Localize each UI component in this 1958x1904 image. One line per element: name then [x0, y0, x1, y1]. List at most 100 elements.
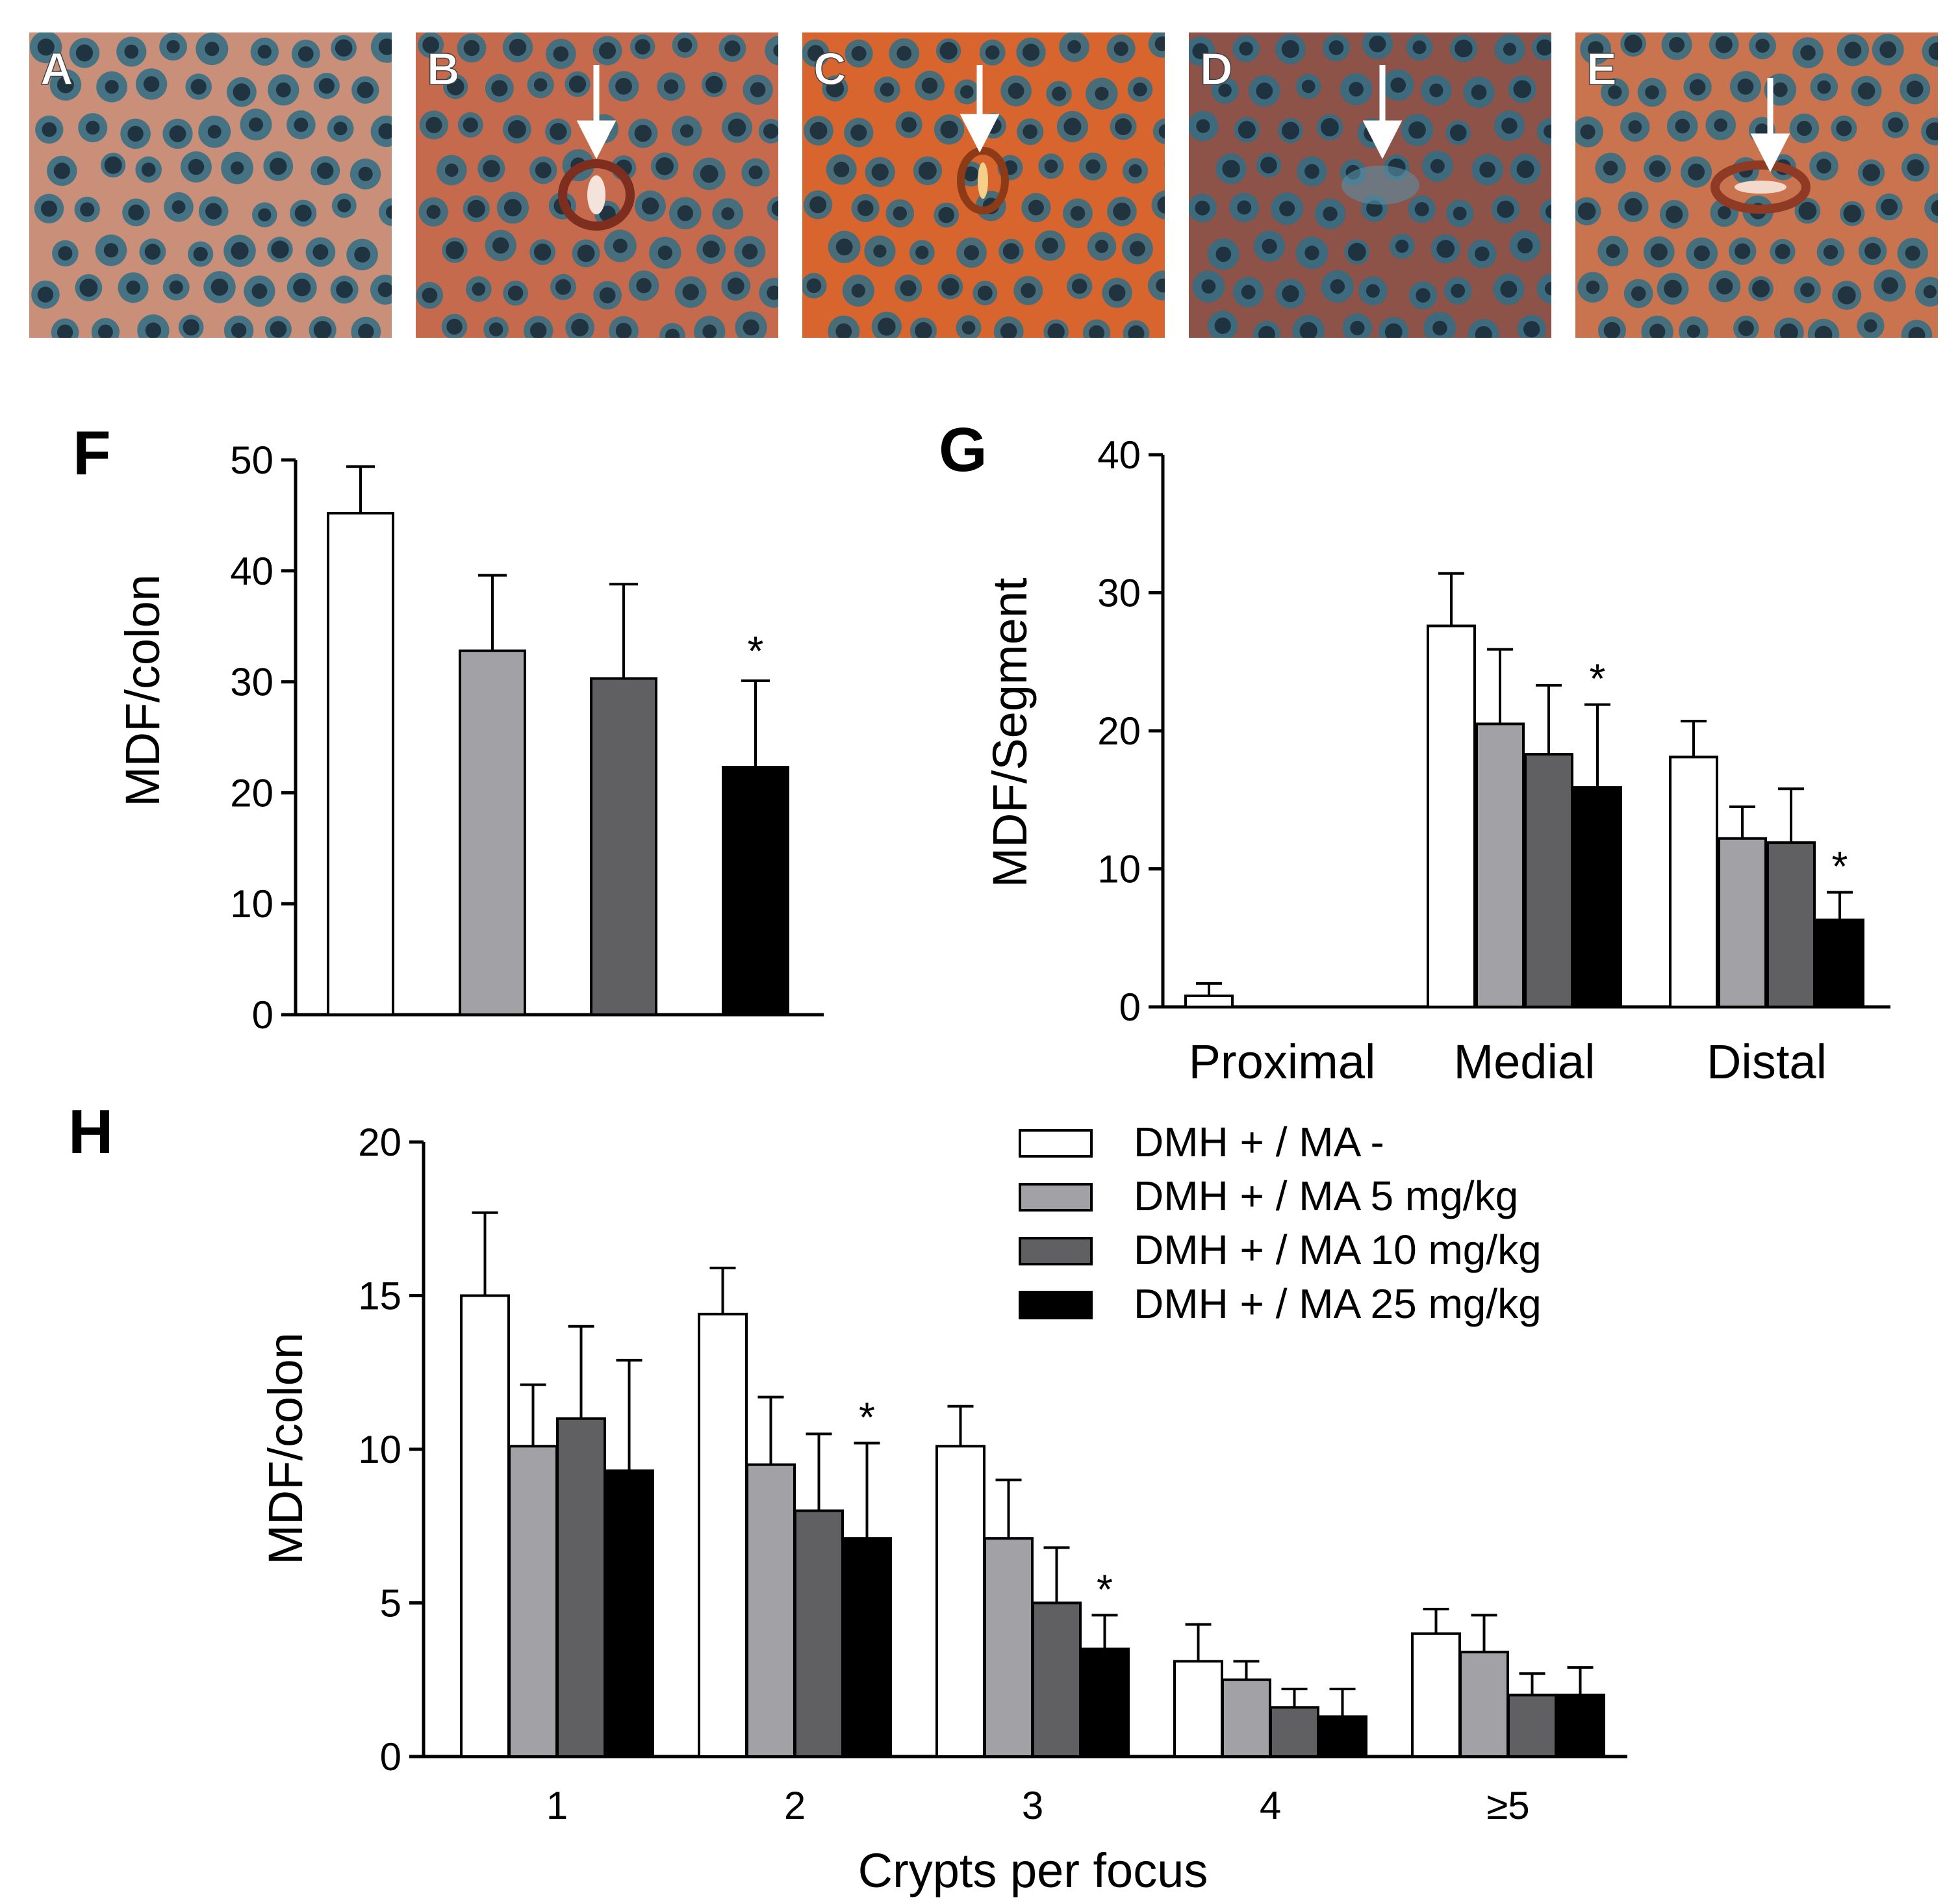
bar — [1524, 753, 1573, 1008]
crypt-lumen — [1631, 286, 1646, 301]
crypt-lumen — [577, 244, 595, 262]
crypt — [767, 196, 778, 221]
crypt-lumen — [422, 287, 438, 303]
crypt-lumen — [1256, 83, 1273, 99]
crypt-lumen — [1238, 121, 1256, 139]
bar — [460, 1294, 510, 1758]
crypt-lumen — [1044, 159, 1058, 173]
chart-g-category-label: Distal — [1707, 1035, 1827, 1089]
crypt-lumen — [940, 120, 958, 138]
crypt-lumen — [172, 200, 186, 214]
crypt-lumen — [1628, 120, 1642, 134]
crypt-lumen — [1650, 243, 1668, 260]
crypt-lumen — [1773, 82, 1788, 97]
crypt-lumen — [1475, 246, 1490, 262]
crypt-lumen — [1133, 83, 1147, 97]
crypt-lumen — [1545, 281, 1551, 296]
bar — [1411, 1632, 1461, 1758]
crypt-lumen — [1429, 83, 1443, 97]
crypt-lumen — [508, 285, 524, 301]
crypt-lumen — [1716, 278, 1733, 295]
crypt-lumen — [743, 319, 759, 336]
crypt — [1152, 118, 1165, 144]
crypt-lumen — [851, 45, 867, 61]
crypt-lumen — [1113, 202, 1131, 221]
chart-h-ylabel: MDF/colon — [259, 1332, 312, 1565]
crypt-lumen — [446, 241, 464, 259]
crypt-lumen — [166, 40, 180, 53]
crypt-lumen — [271, 240, 289, 259]
crypt-lumen — [615, 323, 632, 338]
photo-label-e: E — [1586, 44, 1617, 94]
crypt-lumen — [1453, 207, 1467, 221]
crypt-lumen — [1907, 159, 1924, 176]
crypt-lumen — [1675, 118, 1690, 134]
crypt-lumen — [727, 277, 744, 295]
crypt-lumen — [833, 161, 850, 177]
crypt-lumen — [249, 117, 263, 132]
crypt-lumen — [921, 77, 938, 94]
chart-h-xlabel: Crypts per focus — [858, 1844, 1208, 1898]
bar — [1184, 995, 1234, 1008]
bar — [1766, 841, 1816, 1008]
crypt-lumen — [938, 207, 954, 223]
crypt-lumen — [1881, 198, 1898, 216]
crypt — [1946, 75, 1958, 101]
crypt-lumen — [1931, 199, 1938, 216]
bar — [1669, 755, 1718, 1008]
legend-label: DMH + / MA - — [1134, 1119, 1384, 1165]
crypt-lumen — [1844, 42, 1862, 59]
crypt-lumen — [378, 123, 392, 140]
crypt-lumen — [963, 166, 979, 182]
crypt-lumen — [809, 121, 828, 140]
crypt-lumen — [37, 38, 55, 56]
legend-swatch — [1019, 1291, 1093, 1319]
crypt-lumen — [1281, 40, 1300, 58]
bar — [1221, 1678, 1271, 1758]
crypt-lumen — [1715, 36, 1733, 53]
crypt — [1536, 273, 1551, 304]
chart-h-y-tick-label: 10 — [358, 1428, 401, 1471]
crypt-lumen — [57, 76, 74, 94]
crypt-lumen — [1347, 242, 1366, 261]
crypt-lumen — [1282, 285, 1299, 303]
crypt-lumen — [489, 322, 503, 336]
crypt-lumen — [312, 244, 329, 260]
crypt-lumen — [333, 121, 348, 136]
crypt-lumen — [336, 281, 353, 298]
crypt-lumen — [145, 322, 162, 338]
crypt-lumen — [126, 280, 141, 295]
bar — [746, 1463, 796, 1758]
crypt-lumen — [1586, 280, 1600, 294]
crypt-lumen — [1301, 79, 1316, 94]
crypt-lumen — [1021, 283, 1036, 298]
crypt-lumen — [1047, 323, 1065, 338]
chart-g-y-tick-label: 40 — [1097, 433, 1141, 477]
crypt-lumen — [426, 205, 441, 220]
crypt-lumen — [702, 324, 717, 338]
bar — [1080, 1647, 1130, 1758]
crypt-lumen — [1796, 121, 1812, 136]
legend-label: DMH + / MA 5 mg/kg — [1134, 1173, 1518, 1219]
crypt-lumen — [1222, 160, 1240, 178]
crypt-lumen — [1451, 283, 1466, 298]
crypt-lumen — [850, 124, 867, 141]
crypt-lumen — [503, 199, 522, 217]
crypt-lumen — [143, 76, 160, 92]
bar — [794, 1509, 844, 1758]
crypt-lumen — [230, 161, 244, 175]
crypt-lumen — [1928, 42, 1938, 60]
crypt-lumen — [533, 78, 548, 92]
crypt-lumen — [1071, 278, 1087, 294]
bar — [842, 1537, 892, 1758]
crypt-lumen — [1755, 38, 1770, 53]
crypt-lumen — [79, 278, 98, 297]
crypt-lumen — [426, 116, 442, 133]
crypt-lumen — [915, 246, 929, 259]
bar — [1317, 1715, 1367, 1758]
crypt-lumen — [871, 163, 889, 181]
chart-h-category-label: 3 — [1022, 1784, 1043, 1827]
crypt-lumen — [190, 79, 207, 95]
crypt-lumen — [1042, 237, 1058, 254]
crypt-lumen — [1562, 166, 1577, 181]
